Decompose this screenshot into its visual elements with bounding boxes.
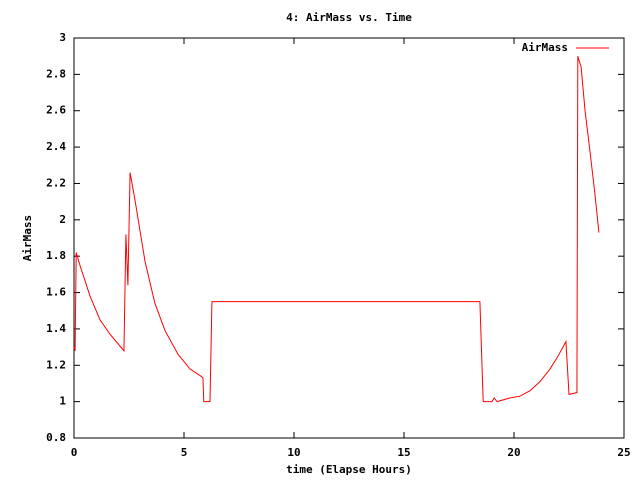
y-axis-label: AirMass <box>21 215 34 261</box>
data-line <box>73 56 600 403</box>
x-tick-label: 10 <box>287 446 300 459</box>
legend-label: AirMass <box>522 41 568 54</box>
x-tick-label: 0 <box>71 446 78 459</box>
chart-title: 4: AirMass vs. Time <box>286 11 412 24</box>
plot-border <box>73 37 625 439</box>
y-tick-label: 1.4 <box>46 322 66 335</box>
y-tick-label: 2.4 <box>46 140 66 153</box>
y-tick-label: 2.2 <box>46 176 66 189</box>
x-tick-label: 15 <box>397 446 410 459</box>
y-tick-label: 3 <box>59 31 66 44</box>
y-tick-label: 0.8 <box>46 431 66 444</box>
x-axis-label: time (Elapse Hours) <box>286 463 412 476</box>
y-tick-label: 2.8 <box>46 67 66 80</box>
y-tick-label: 1.8 <box>46 249 66 262</box>
y-tick-label: 1 <box>59 395 66 408</box>
y-tick-label: 1.6 <box>46 286 66 299</box>
y-tick-label: 2 <box>59 213 66 226</box>
x-tick-label: 20 <box>507 446 520 459</box>
y-tick-label: 1.2 <box>46 358 66 371</box>
x-tick-label: 5 <box>181 446 188 459</box>
x-tick-label: 25 <box>617 446 630 459</box>
y-tick-label: 2.6 <box>46 104 66 117</box>
